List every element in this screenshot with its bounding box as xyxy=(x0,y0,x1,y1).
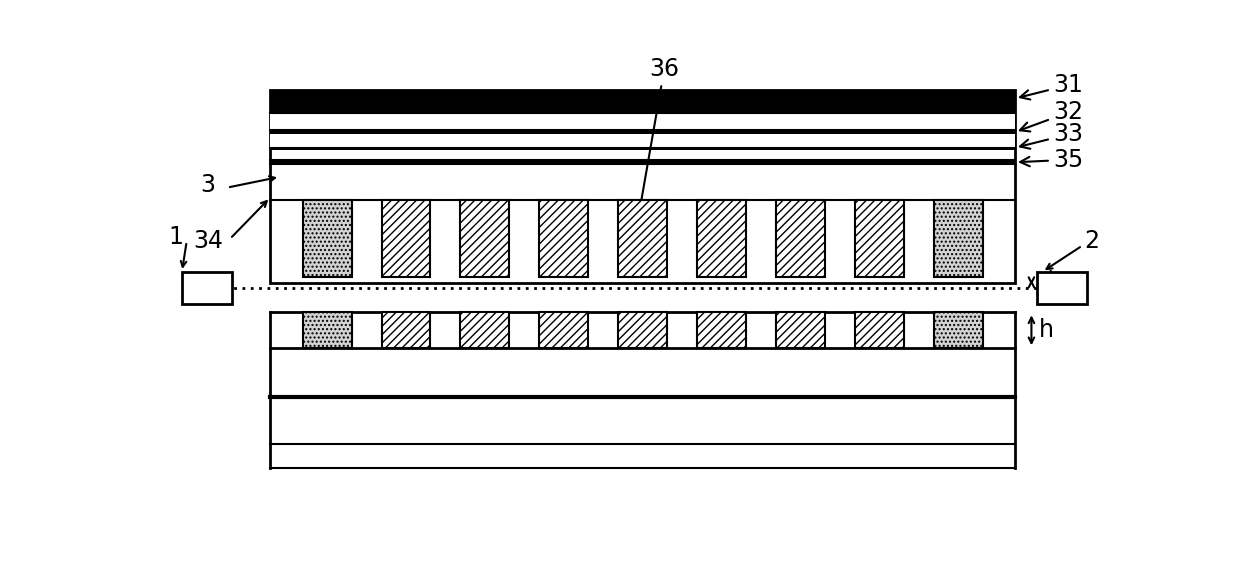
Bar xyxy=(270,160,1016,164)
Bar xyxy=(854,313,904,348)
Bar xyxy=(619,200,667,277)
Text: 1: 1 xyxy=(169,225,184,248)
Bar xyxy=(182,272,232,304)
Bar xyxy=(270,130,1016,134)
Bar xyxy=(776,313,825,348)
Bar xyxy=(270,313,1016,468)
Bar xyxy=(934,313,983,348)
Bar xyxy=(1037,272,1087,304)
Bar xyxy=(539,313,588,348)
Bar xyxy=(303,200,351,277)
Text: 3: 3 xyxy=(201,173,216,197)
Bar xyxy=(934,200,983,277)
Bar xyxy=(382,313,430,348)
Bar xyxy=(460,200,510,277)
Text: 32: 32 xyxy=(1019,100,1084,131)
Bar xyxy=(460,313,510,348)
Text: 36: 36 xyxy=(634,57,680,229)
Bar xyxy=(270,90,1016,284)
Bar xyxy=(270,90,1016,113)
Text: d: d xyxy=(1039,270,1054,294)
Text: 34: 34 xyxy=(193,229,223,253)
Bar xyxy=(270,113,1016,130)
Bar xyxy=(382,200,430,277)
Text: h: h xyxy=(1039,318,1054,342)
Bar xyxy=(854,200,904,277)
Text: 31: 31 xyxy=(1021,73,1084,100)
Bar xyxy=(697,313,746,348)
Text: 33: 33 xyxy=(1021,122,1084,149)
Bar xyxy=(776,200,825,277)
Bar xyxy=(270,134,1016,148)
Text: 2: 2 xyxy=(1085,229,1100,253)
Bar xyxy=(539,200,588,277)
Bar xyxy=(303,313,351,348)
Bar xyxy=(697,200,746,277)
Text: 35: 35 xyxy=(1021,148,1084,172)
Bar xyxy=(270,148,1016,150)
Bar xyxy=(619,313,667,348)
